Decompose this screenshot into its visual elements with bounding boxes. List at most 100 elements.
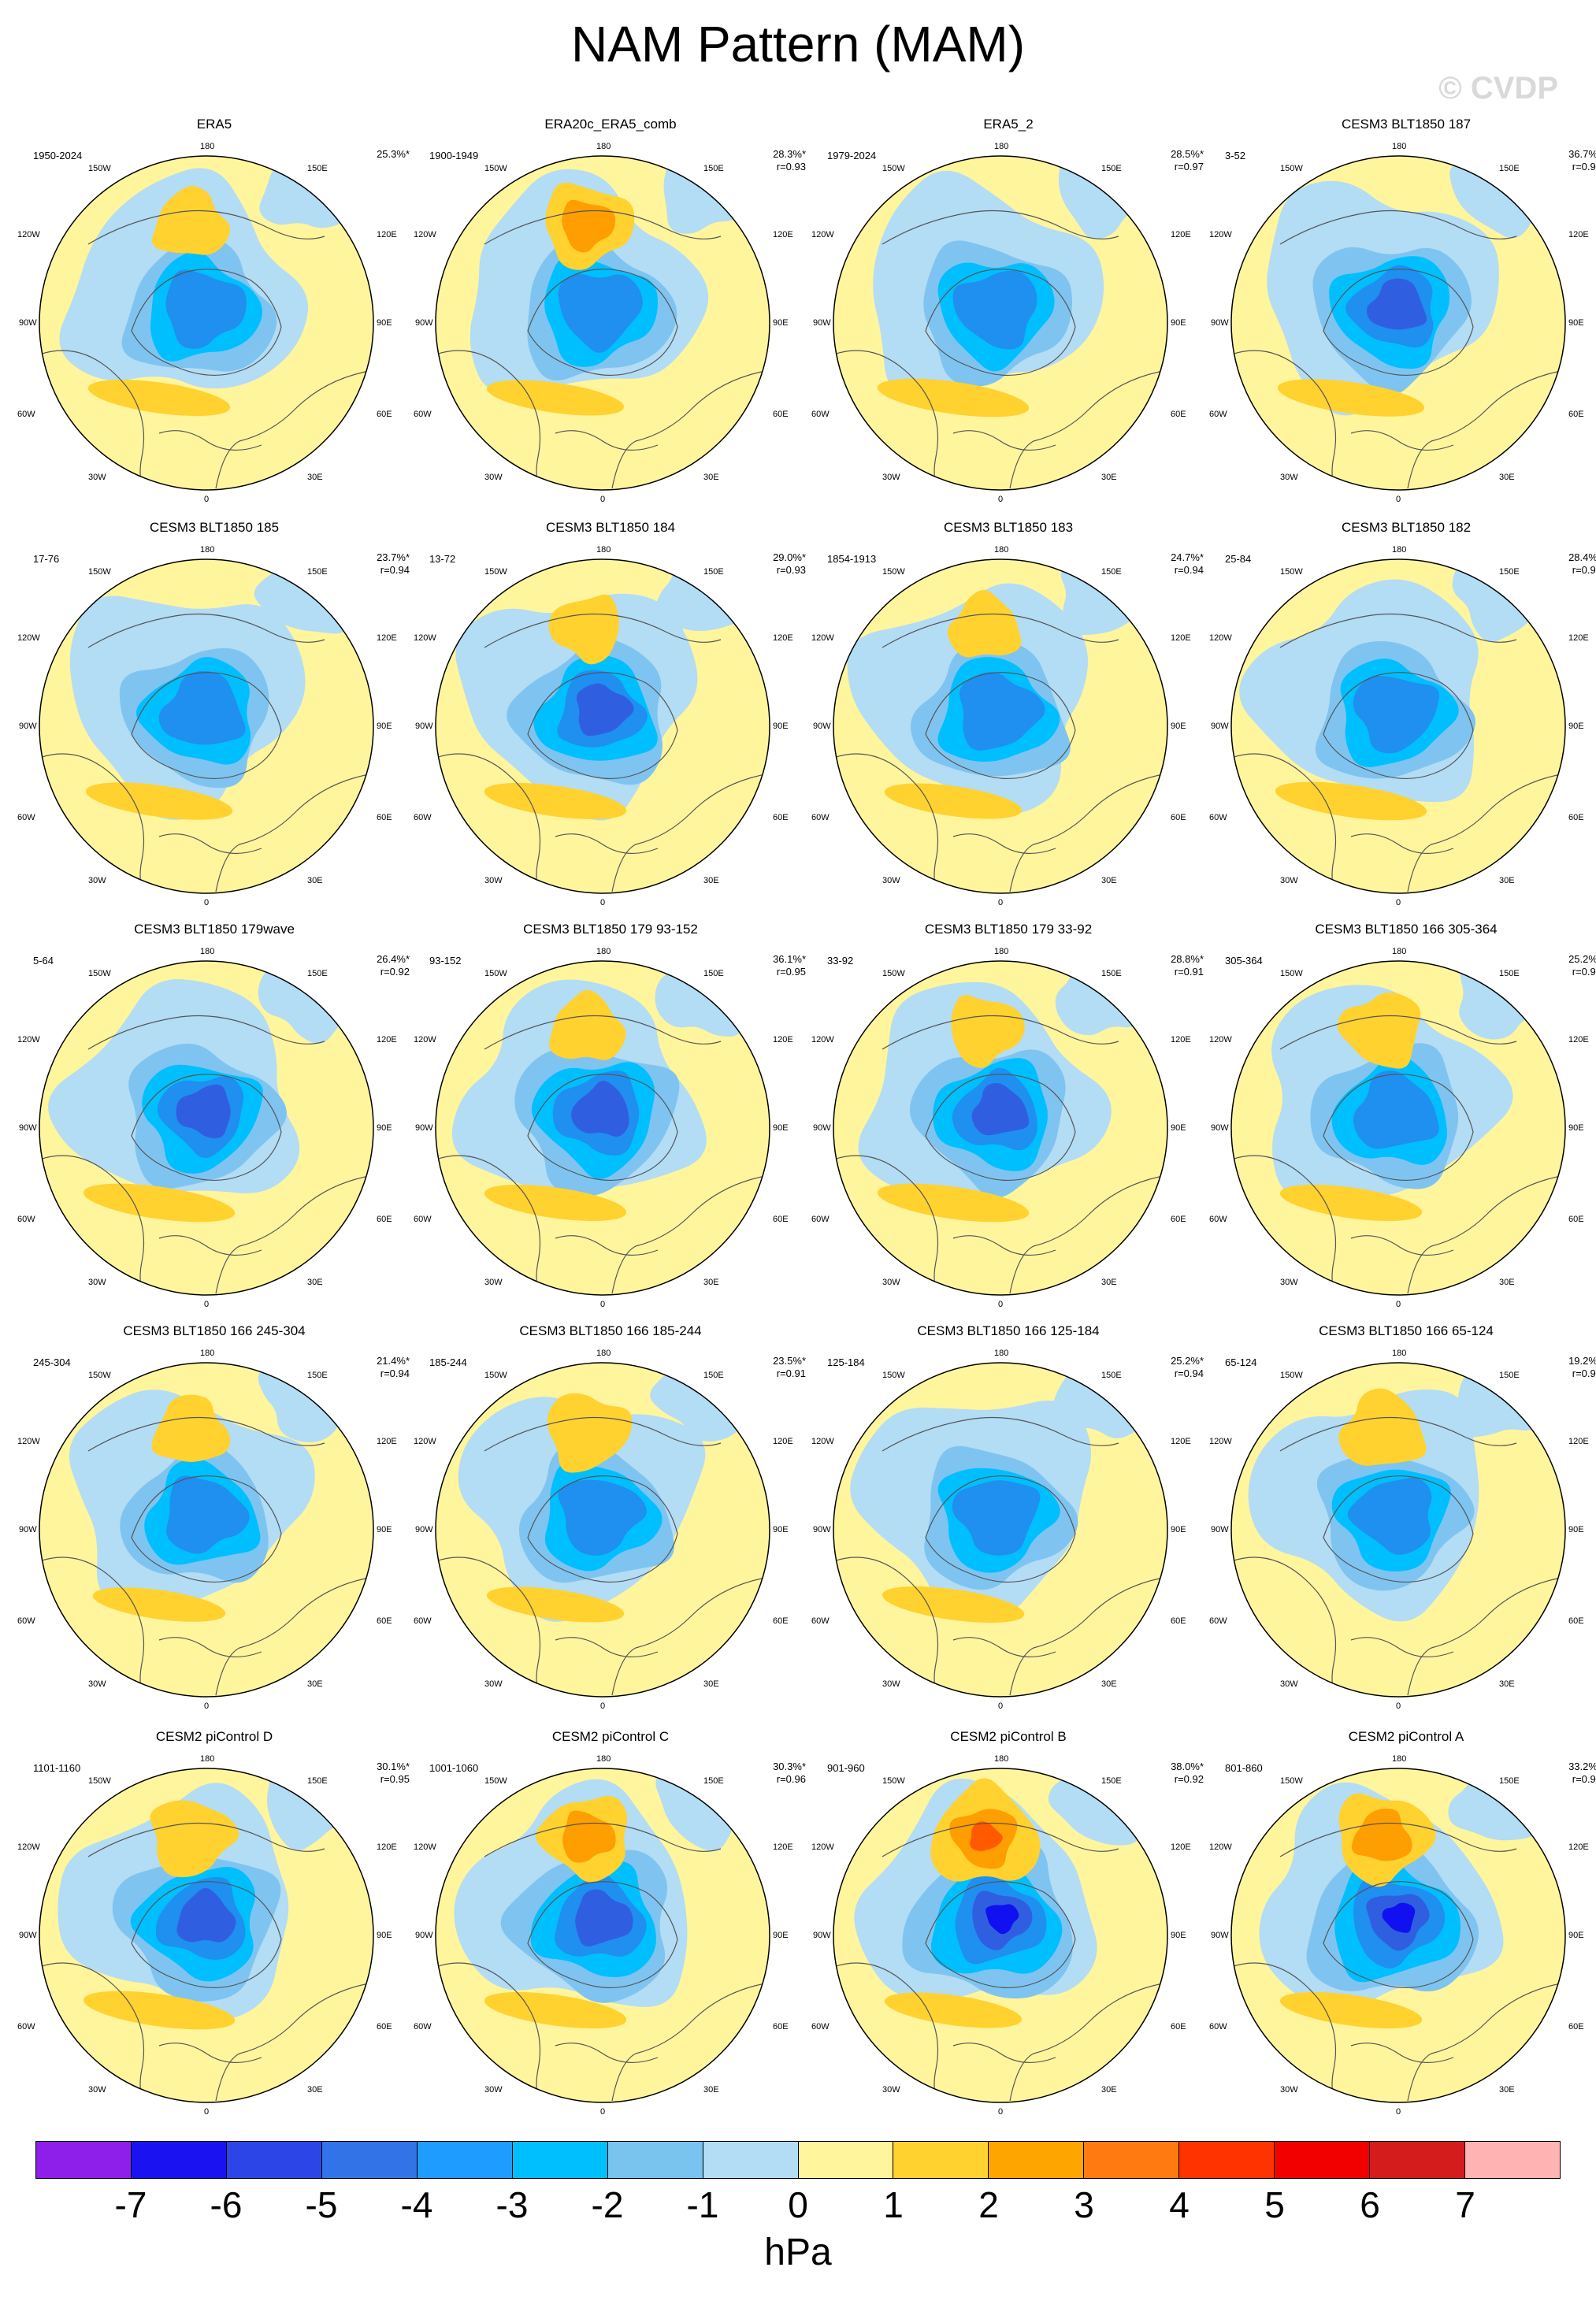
positive-anomaly-contour (548, 594, 619, 665)
panel-stats: 28.8%* r=0.91 (1171, 953, 1204, 978)
coastlines (436, 1416, 770, 1697)
polar-map (435, 558, 770, 894)
polar-map (833, 960, 1168, 1296)
map-panel: CESM3 BLT1850 179wave 5-64 26.4%* r=0.92 180… (17, 922, 427, 1331)
longitude-label: 150W (88, 969, 111, 978)
polar-map (435, 1362, 770, 1698)
longitude-label: 150E (1101, 1776, 1122, 1786)
negative-anomaly-contour (166, 1475, 250, 1554)
longitude-label: 120W (414, 1437, 436, 1446)
longitude-label: 0 (204, 898, 210, 907)
map-border (435, 960, 770, 1296)
negative-anomaly-contour (165, 269, 247, 349)
longitude-label: 60W (1209, 410, 1227, 419)
polar-map (435, 1768, 770, 2103)
longitude-label: 120W (414, 1035, 436, 1045)
longitude-label: 90E (773, 318, 789, 328)
coastlines (39, 210, 373, 490)
longitude-label: 90E (1171, 1931, 1186, 1940)
positive-anomaly-contour (1351, 1808, 1412, 1861)
longitude-label: 150W (484, 1371, 507, 1380)
pattern-correlation: r=0.96 (776, 1773, 806, 1785)
longitude-label: 150W (1280, 164, 1303, 173)
longitude-label: 60E (773, 2022, 789, 2032)
panel-year-range: 1900-1949 (429, 150, 479, 161)
longitude-label: 30E (1499, 1679, 1515, 1689)
map-panel: CESM3 BLT1850 166 125-184 125-184 25.2%* r=… (811, 1323, 1221, 1733)
longitude-label: 120E (1568, 230, 1589, 239)
longitude-label: 30E (703, 473, 719, 482)
panel-title: CESM3 BLT1850 184 (545, 520, 676, 535)
longitude-label: 120E (1568, 633, 1589, 643)
variance-explained: 25.2%* (1171, 1355, 1204, 1367)
longitude-label: 60W (414, 813, 432, 822)
longitude-label: 0 (204, 2107, 210, 2117)
longitude-label: 120W (1209, 1035, 1232, 1045)
longitude-label: 150W (484, 969, 507, 978)
longitude-label: 90E (1568, 1931, 1584, 1940)
map-border (1230, 155, 1566, 491)
variance-explained: 26.4%* (377, 953, 410, 965)
panel-title: CESM3 BLT1850 179 33-92 (924, 922, 1093, 937)
longitude-label: 30E (703, 876, 719, 885)
longitude-label: 120W (414, 633, 436, 643)
positive-anomaly-contour (1277, 379, 1425, 417)
longitude-label: 150E (703, 1371, 724, 1380)
longitude-label: 180 (1392, 142, 1407, 151)
longitude-label: 30E (1499, 1278, 1515, 1287)
longitude-label: 180 (596, 545, 611, 555)
longitude-label: 30E (703, 1679, 719, 1689)
panel-stats: 30.3%* r=0.96 (773, 1761, 806, 1786)
positive-anomaly-contour (1275, 781, 1427, 821)
variance-explained: 36.1%* (773, 953, 806, 965)
map-border (1230, 960, 1566, 1296)
longitude-label: 90W (415, 318, 433, 328)
longitude-label: 0 (600, 898, 606, 907)
longitude-label: 0 (600, 1300, 606, 1309)
negative-anomaly-contour (952, 270, 1037, 350)
longitude-label: 120E (773, 1437, 793, 1446)
map-panel: CESM3 BLT1850 182 25-84 28.4%*r=0.93 180 0 15… (1209, 520, 1596, 930)
panel-title: CESM3 BLT1850 182 (1341, 520, 1472, 535)
longitude-label: 0 (998, 1300, 1004, 1309)
panel-stats: 26.4%* r=0.92 (377, 953, 410, 978)
colorbar-tick-label: -4 (400, 2184, 433, 2225)
longitude-label: 30W (882, 1679, 900, 1689)
coastlines (833, 1015, 1167, 1295)
polar-map (833, 558, 1168, 894)
longitude-label: 30E (1101, 2085, 1117, 2095)
panel-year-range: 25-84 (1225, 553, 1252, 565)
longitude-label: 30W (88, 876, 106, 885)
longitude-label: 120W (17, 1035, 40, 1045)
panel-year-range: 1001-1060 (429, 1762, 479, 1774)
longitude-label: 120E (1171, 1035, 1191, 1045)
longitude-label: 120W (17, 1842, 40, 1852)
longitude-label: 60W (811, 813, 830, 822)
longitude-label: 60W (414, 410, 432, 419)
negative-anomaly-contour (176, 1084, 231, 1139)
variance-explained: 30.3%* (773, 1761, 806, 1772)
longitude-label: 150W (88, 567, 111, 577)
longitude-label: 30E (307, 876, 323, 885)
longitude-label: 90W (1211, 318, 1229, 328)
negative-anomaly-contour (1347, 1477, 1432, 1555)
panel-stats: 28.5%* r=0.97 (1171, 148, 1204, 173)
panel-title: CESM3 BLT1850 179 93-152 (523, 922, 698, 937)
panel-year-range: 1950-2024 (33, 150, 83, 161)
longitude-label: 150E (1101, 969, 1122, 978)
longitude-label: 90W (813, 1525, 831, 1534)
longitude-label: 0 (1396, 1300, 1401, 1309)
longitude-label: 180 (1392, 1349, 1407, 1358)
longitude-label: 90W (813, 1123, 831, 1133)
map-border (435, 558, 770, 894)
longitude-label: 150W (882, 1371, 905, 1380)
longitude-label: 30W (1280, 876, 1298, 885)
longitude-label: 60W (414, 2022, 432, 2032)
longitude-label: 60E (1171, 813, 1186, 822)
panel-stats: 28.3%* r=0.93 (773, 148, 806, 173)
positive-anomaly-contour (947, 590, 1022, 658)
panel-year-range: 801-860 (1225, 1762, 1263, 1774)
longitude-label: 180 (200, 947, 215, 956)
longitude-label: 120E (377, 633, 397, 643)
longitude-label: 150E (1101, 164, 1122, 173)
